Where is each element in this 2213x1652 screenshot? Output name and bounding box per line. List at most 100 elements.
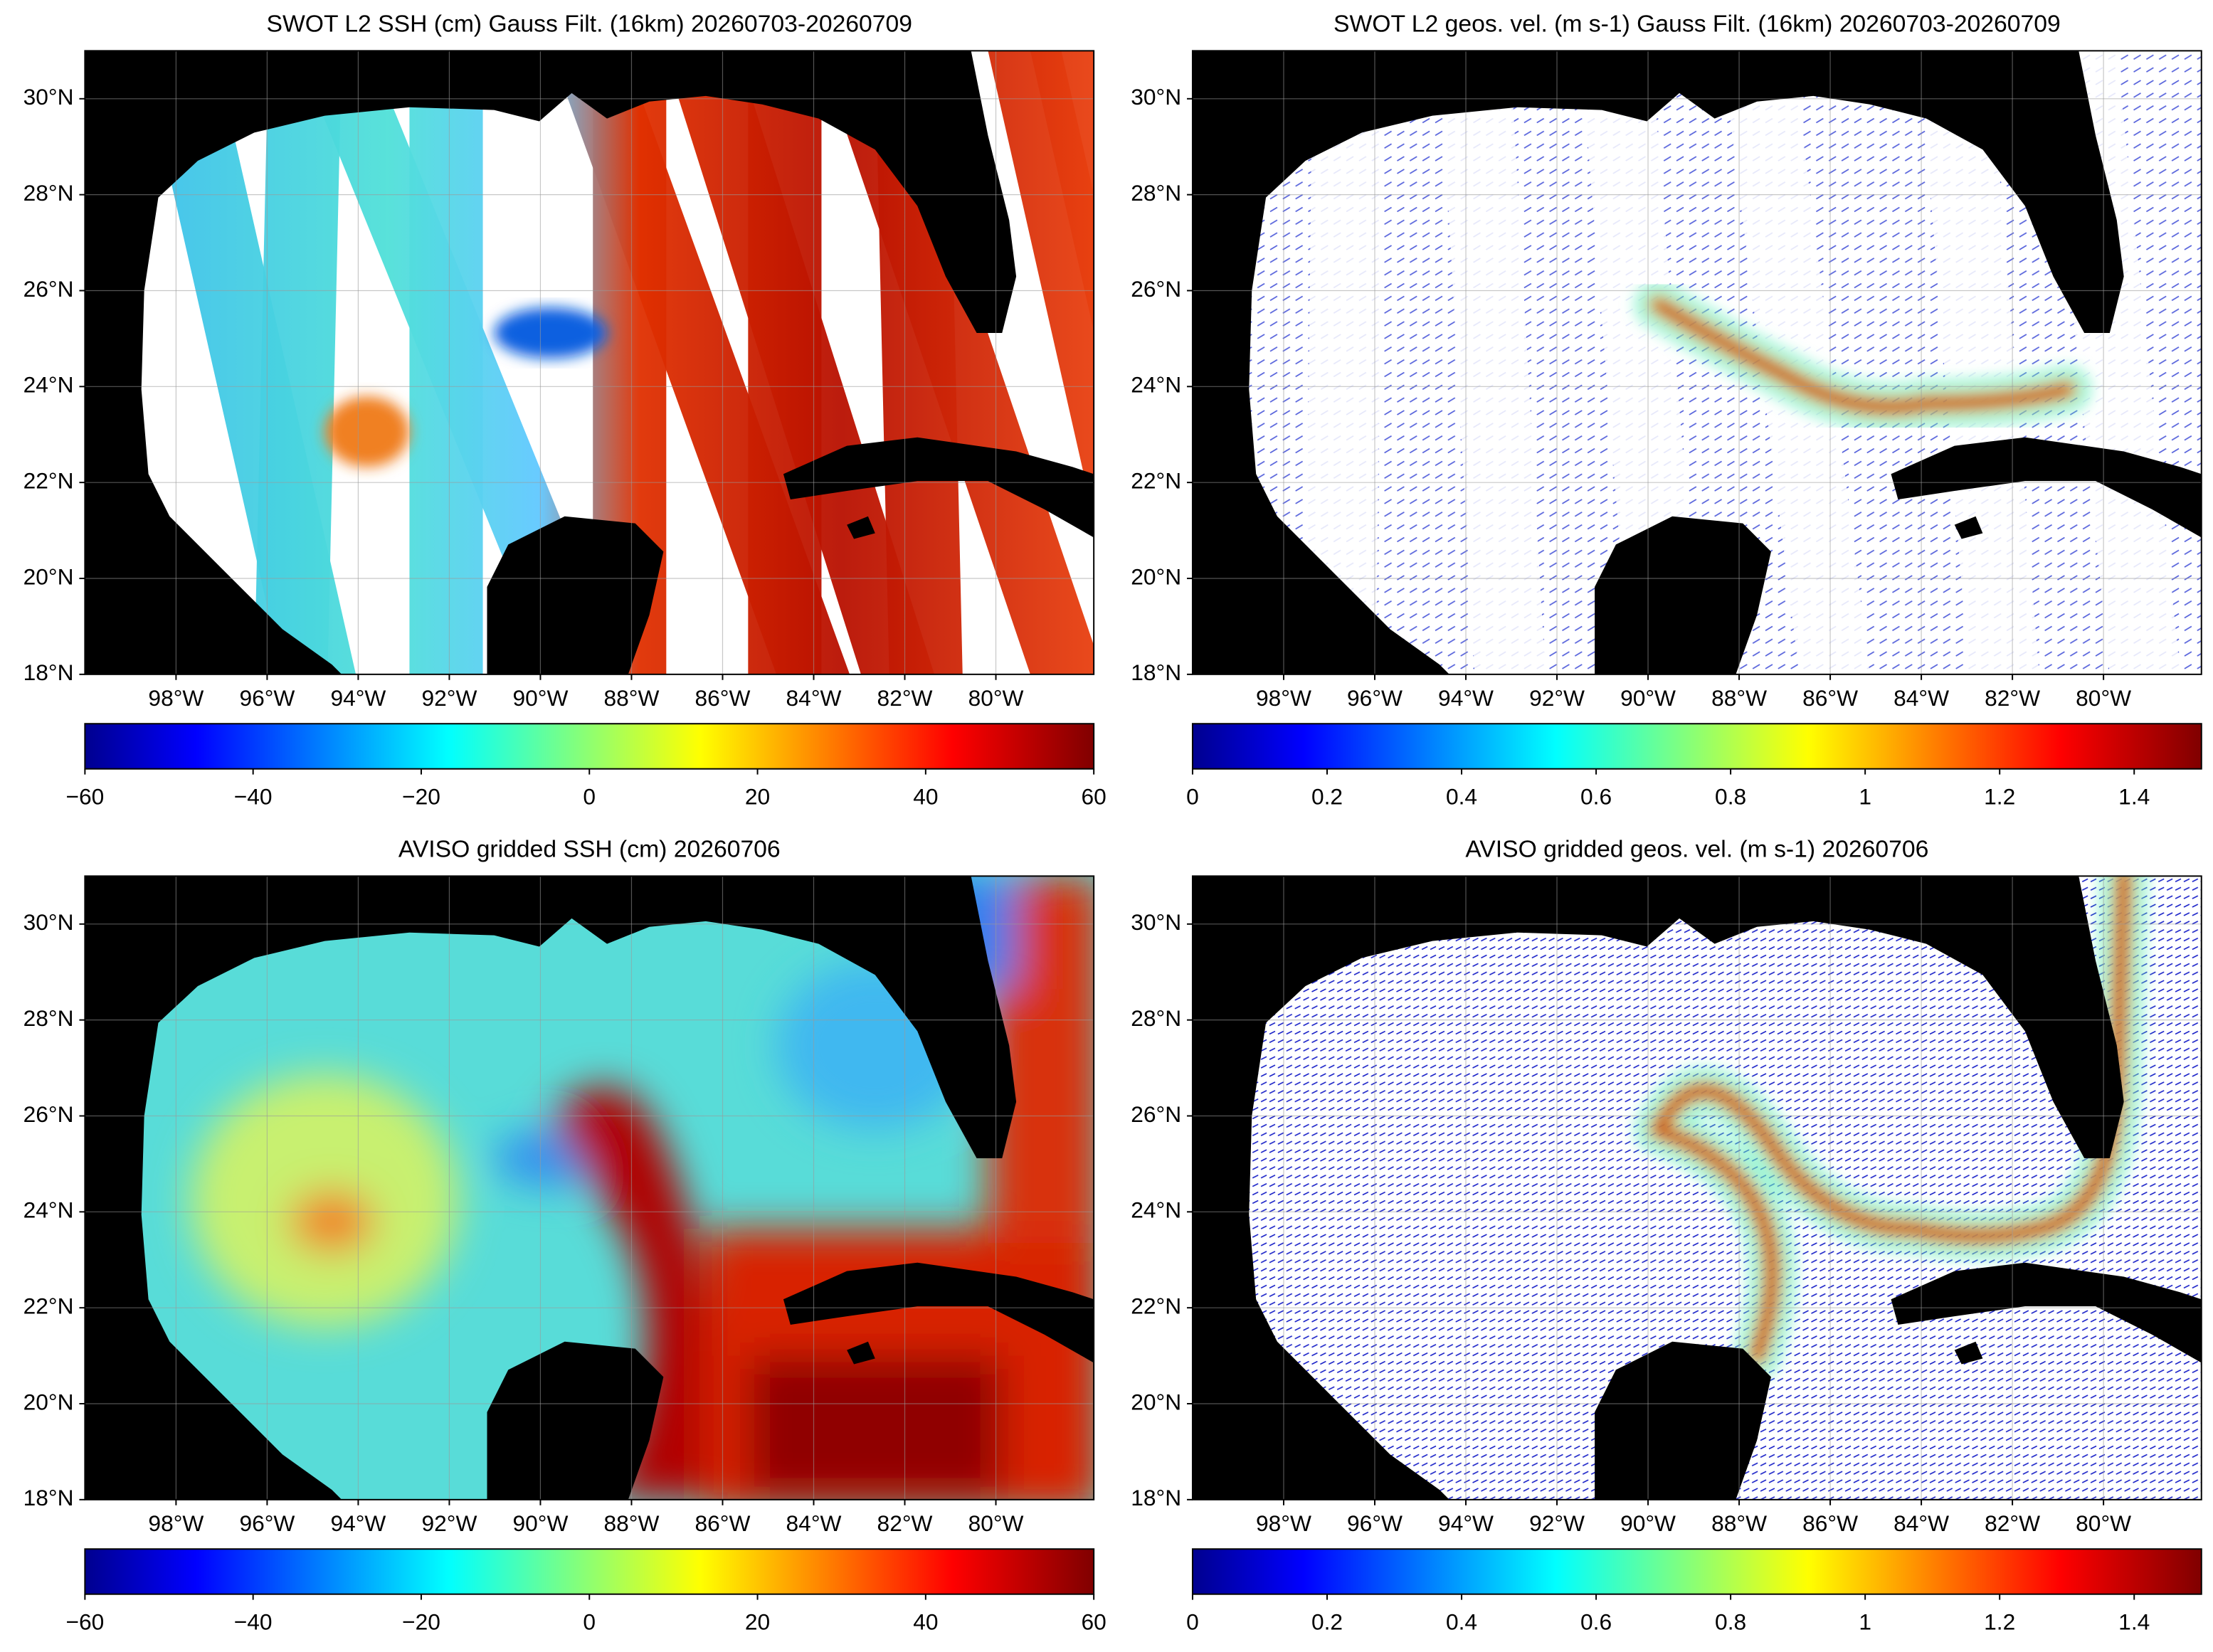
lon-tick-label: 98°W xyxy=(148,1510,204,1536)
lon-tick-label: 80°W xyxy=(2076,685,2131,711)
colorbar-tick-label: 1.4 xyxy=(2118,1609,2150,1635)
lon-tick-label: 82°W xyxy=(877,1510,933,1536)
colorbar-tick-label: 0.6 xyxy=(1580,784,1612,810)
colorbar-tick-label: 1 xyxy=(1859,1609,1871,1635)
colorbar xyxy=(1191,1548,2202,1595)
lat-tick-label: 22°N xyxy=(1131,468,1181,494)
colorbar-tick-label: 1.2 xyxy=(1984,1609,2015,1635)
lon-tick-label: 88°W xyxy=(604,1510,660,1536)
lat-tick-label: 24°N xyxy=(23,372,74,398)
colorbar xyxy=(1191,723,2202,770)
map-panel: AVISO gridded geos. vel. (m s-1) 2026070… xyxy=(1131,836,2202,1635)
land xyxy=(783,437,1094,538)
lon-tick-label: 90°W xyxy=(512,1510,568,1536)
lat-tick-label: 24°N xyxy=(1131,1197,1181,1223)
lat-tick-label: 20°N xyxy=(1131,1389,1181,1414)
colorbar-tick-label: 1.4 xyxy=(2118,784,2150,810)
colorbar-tick-label: −20 xyxy=(402,784,440,810)
ssh-anomaly xyxy=(748,1355,1003,1497)
lat-tick-label: 30°N xyxy=(23,909,74,935)
colorbar-tick-label: 0 xyxy=(1186,784,1199,810)
ssh-swath xyxy=(409,51,483,674)
lon-tick-label: 94°W xyxy=(1438,685,1494,711)
lon-tick-label: 90°W xyxy=(512,685,568,711)
ssh-anomaly xyxy=(550,1086,749,1500)
lon-tick-label: 80°W xyxy=(968,685,1024,711)
lon-tick-label: 88°W xyxy=(1711,1510,1767,1536)
lat-tick-label: 28°N xyxy=(23,180,74,206)
land xyxy=(85,51,1017,674)
lon-tick-label: 82°W xyxy=(1985,685,2040,711)
lon-tick-label: 80°W xyxy=(968,1510,1024,1536)
colorbar-tick-label: 0.4 xyxy=(1446,784,1477,810)
land xyxy=(1595,1341,1771,1500)
velocity-gap xyxy=(1305,51,1383,674)
land xyxy=(85,876,1017,1500)
colorbar-tick-label: 20 xyxy=(745,784,770,810)
colorbar-tick-label: 0 xyxy=(583,1609,596,1635)
land xyxy=(847,516,875,539)
map-frame xyxy=(1191,875,2202,1500)
lat-tick-label: 22°N xyxy=(1131,1293,1181,1319)
current-axis xyxy=(1654,300,2072,411)
lon-tick-label: 80°W xyxy=(2076,1510,2131,1536)
colorbar-tick-label: 0.2 xyxy=(1311,784,1343,810)
lat-tick-label: 28°N xyxy=(23,1005,74,1031)
lon-tick-label: 88°W xyxy=(1711,685,1767,711)
lon-tick-label: 88°W xyxy=(604,685,660,711)
colorbar-tick-label: 0 xyxy=(583,784,596,810)
lon-tick-label: 84°W xyxy=(786,1510,842,1536)
lon-tick-label: 98°W xyxy=(1256,1510,1311,1536)
lat-tick-label: 30°N xyxy=(1131,84,1181,110)
lat-tick-label: 26°N xyxy=(23,276,74,302)
lat-tick-label: 28°N xyxy=(1131,180,1181,206)
lat-tick-label: 26°N xyxy=(23,1101,74,1127)
colorbar-tick-label: 40 xyxy=(913,1609,938,1635)
lon-tick-label: 84°W xyxy=(1894,685,1949,711)
lat-tick-label: 30°N xyxy=(1131,909,1181,935)
lon-tick-label: 96°W xyxy=(239,685,295,711)
lat-tick-label: 18°N xyxy=(1131,660,1181,685)
lat-tick-label: 20°N xyxy=(23,563,74,589)
lon-tick-label: 94°W xyxy=(330,1510,386,1536)
lon-tick-label: 86°W xyxy=(695,685,751,711)
ssh-anomaly xyxy=(324,396,410,467)
lon-tick-label: 86°W xyxy=(695,1510,751,1536)
lat-tick-label: 18°N xyxy=(23,1485,74,1510)
map-frame xyxy=(1191,50,2202,675)
land xyxy=(1192,51,2124,674)
lon-tick-label: 92°W xyxy=(421,685,477,711)
lat-tick-label: 24°N xyxy=(23,1197,74,1223)
lat-tick-label: 26°N xyxy=(1131,1101,1181,1127)
panel-title: SWOT L2 geos. vel. (m s-1) Gauss Filt. (… xyxy=(1333,11,2061,38)
lat-tick-label: 20°N xyxy=(23,1389,74,1414)
panel-title: SWOT L2 SSH (cm) Gauss Filt. (16km) 2026… xyxy=(267,11,912,38)
colorbar-tick-label: 40 xyxy=(913,784,938,810)
map-panel: SWOT L2 geos. vel. (m s-1) Gauss Filt. (… xyxy=(1131,11,2202,810)
ssh-swath xyxy=(1030,51,1094,332)
ssh-swath xyxy=(254,51,342,674)
velocity-gap xyxy=(1919,51,2039,674)
colorbar xyxy=(84,1548,1095,1595)
colorbar-tick-label: −60 xyxy=(65,784,104,810)
colorbar-tick-label: 1.2 xyxy=(1984,784,2015,810)
colorbar xyxy=(84,723,1095,770)
colorbar-tick-label: 0.6 xyxy=(1580,1609,1612,1635)
land xyxy=(1954,1341,1983,1365)
lat-tick-label: 26°N xyxy=(1131,276,1181,302)
colorbar-tick-label: 60 xyxy=(1082,784,1106,810)
lon-tick-label: 94°W xyxy=(1438,1510,1494,1536)
colorbar-tick-label: −40 xyxy=(234,1609,273,1635)
colorbar-tick-label: 0.8 xyxy=(1715,784,1746,810)
land xyxy=(1595,516,1771,674)
land xyxy=(1192,876,2124,1500)
lon-tick-label: 94°W xyxy=(330,685,386,711)
map-panel: AVISO gridded SSH (cm) 20260706 98°W 96°W 9… xyxy=(23,836,1106,1635)
ssh-anomaly xyxy=(494,307,608,359)
lat-tick-label: 24°N xyxy=(1131,372,1181,398)
panel-title: AVISO gridded geos. vel. (m s-1) 2026070… xyxy=(1465,836,1928,863)
land xyxy=(487,516,664,674)
lat-tick-label: 28°N xyxy=(1131,1005,1181,1031)
lon-tick-label: 84°W xyxy=(1894,1510,1949,1536)
